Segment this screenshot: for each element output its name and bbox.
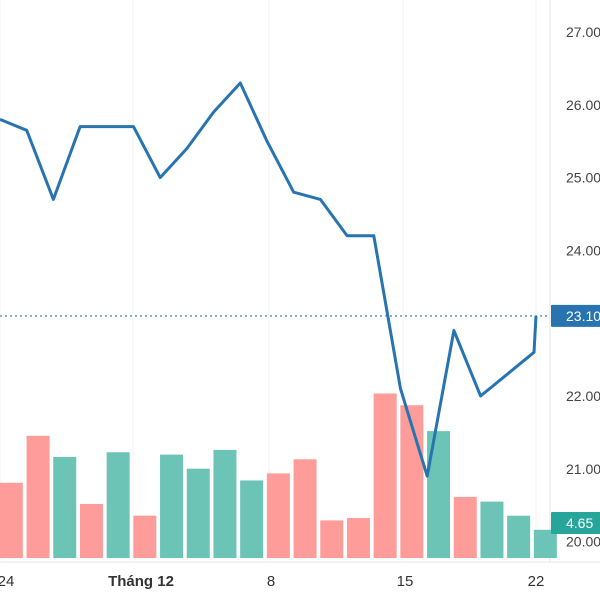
y-tick-label: 27.00 [566, 24, 600, 40]
volume-bar [373, 393, 397, 558]
volume-bar [106, 452, 130, 558]
y-axis-ticks: 27.00 26.00 25.00 24.00 22.00 21.00 20.00 [566, 24, 600, 550]
volume-bar [480, 501, 504, 558]
last-price-label: 23.10 [566, 308, 600, 324]
y-tick-label: 22.00 [566, 388, 600, 404]
volume-bar [0, 482, 23, 558]
volume-bar [53, 456, 77, 558]
x-tick-label: 15 [397, 573, 414, 590]
volume-bar [160, 454, 184, 558]
y-tick-label: 25.00 [566, 170, 600, 186]
price-line [0, 81, 538, 478]
y-tick-label: 20.00 [566, 534, 600, 550]
volume-bars [0, 393, 557, 558]
x-tick-label: 24 [0, 573, 14, 590]
volume-bar [213, 449, 237, 558]
volume-bar [240, 480, 264, 558]
x-tick-label: 22 [528, 573, 545, 590]
volume-bar [507, 515, 531, 558]
y-tick-label: 24.00 [566, 242, 600, 258]
last-price-badge: 23.10 [551, 304, 600, 327]
volume-bar [133, 515, 157, 558]
last-price-badge-bg [551, 304, 600, 327]
volume-bar [453, 496, 477, 558]
last-volume-badge: 4.65 [551, 512, 600, 534]
grid-layer [0, 0, 600, 563]
volume-bar [427, 431, 451, 558]
y-tick-label: 26.00 [566, 97, 600, 113]
volume-bar [79, 503, 103, 558]
volume-bar [533, 529, 557, 558]
volume-bar [186, 468, 210, 558]
x-axis-ticks: 24 Tháng 12 8 15 22 [0, 573, 544, 590]
volume-bar [346, 518, 370, 558]
y-tick-label: 21.00 [566, 461, 600, 477]
volume-bar [26, 435, 50, 558]
x-tick-label: Tháng 12 [108, 573, 174, 590]
volume-bar [293, 459, 317, 558]
last-volume-badge-bg [551, 512, 600, 534]
x-tick-label: 8 [267, 573, 275, 590]
volume-bar [266, 473, 290, 558]
volume-bar [320, 520, 344, 558]
last-volume-label: 4.65 [566, 515, 593, 531]
